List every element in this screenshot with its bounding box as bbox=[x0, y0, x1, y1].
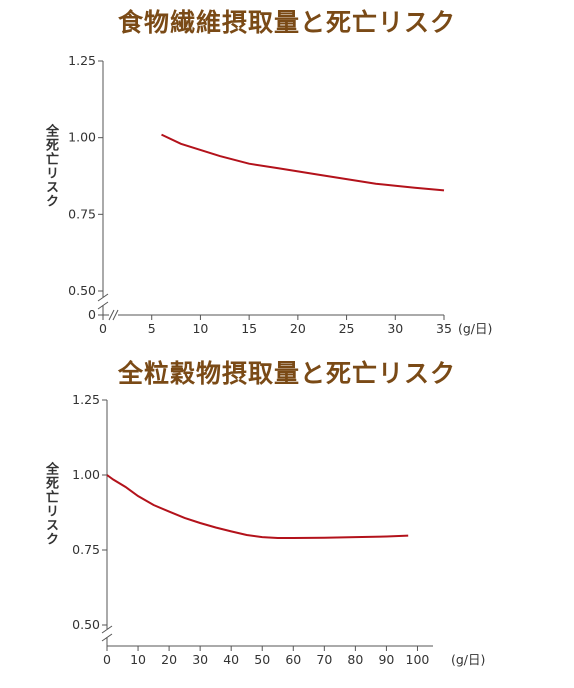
chart-title-fiber: 食物繊維摂取量と死亡リスク bbox=[117, 8, 456, 37]
y-axis-break-mark bbox=[97, 293, 109, 302]
y-tick-label: 0 bbox=[88, 307, 96, 322]
x-tick-label: 30 bbox=[192, 652, 208, 667]
x-tick-label: 30 bbox=[387, 321, 403, 336]
y-tick-label: 1.25 bbox=[72, 392, 100, 407]
x-tick-label: 100 bbox=[406, 652, 430, 667]
x-tick-label: 5 bbox=[148, 321, 156, 336]
y-axis-label-fiber: 全死亡リスク bbox=[43, 124, 58, 208]
series-line bbox=[161, 133, 445, 192]
x-axis-break-mark bbox=[108, 309, 115, 321]
x-tick-label: 10 bbox=[192, 321, 208, 336]
x-tick-label: 35 bbox=[436, 321, 452, 336]
x-axis-break-mark bbox=[112, 309, 119, 321]
x-tick-label: 80 bbox=[347, 652, 363, 667]
x-tick-label: 25 bbox=[339, 321, 355, 336]
x-tick-label: 70 bbox=[316, 652, 332, 667]
y-tick-label: 1.00 bbox=[68, 130, 96, 145]
y-tick-label: 1.00 bbox=[72, 467, 100, 482]
x-tick-label: 60 bbox=[285, 652, 301, 667]
y-tick-label: 0.50 bbox=[68, 283, 96, 298]
x-axis-unit-label: (g/日) bbox=[451, 652, 485, 667]
x-tick-label: 0 bbox=[103, 652, 111, 667]
x-tick-label: 20 bbox=[161, 652, 177, 667]
series-line bbox=[106, 474, 409, 539]
y-axis-break-mark bbox=[101, 633, 113, 642]
x-tick-label: 10 bbox=[130, 652, 146, 667]
y-tick-label: 1.25 bbox=[68, 53, 96, 68]
chart-title-whole-grain: 全粒穀物摂取量と死亡リスク bbox=[117, 359, 456, 388]
y-axis-label-whole-grain: 全死亡リスク bbox=[43, 462, 58, 546]
y-tick-label: 0.50 bbox=[72, 617, 100, 632]
y-tick-label: 0.75 bbox=[68, 206, 96, 221]
y-axis-break-mark bbox=[97, 301, 109, 310]
x-axis-unit-label: (g/日) bbox=[458, 321, 492, 336]
fiber-mortality-chart: 0.50 0.75 1.00 1.25 00 5 10 15 20 25 30 35 (g/日) bbox=[68, 53, 492, 336]
x-tick-label: 20 bbox=[290, 321, 306, 336]
y-axis-break-mark bbox=[101, 625, 113, 634]
y-tick-label: 0.75 bbox=[72, 542, 100, 557]
x-tick-label: 15 bbox=[241, 321, 257, 336]
x-tick-label: 90 bbox=[378, 652, 394, 667]
x-tick-label: 40 bbox=[223, 652, 239, 667]
x-tick-label: 0 bbox=[99, 321, 107, 336]
x-tick-label: 50 bbox=[254, 652, 270, 667]
